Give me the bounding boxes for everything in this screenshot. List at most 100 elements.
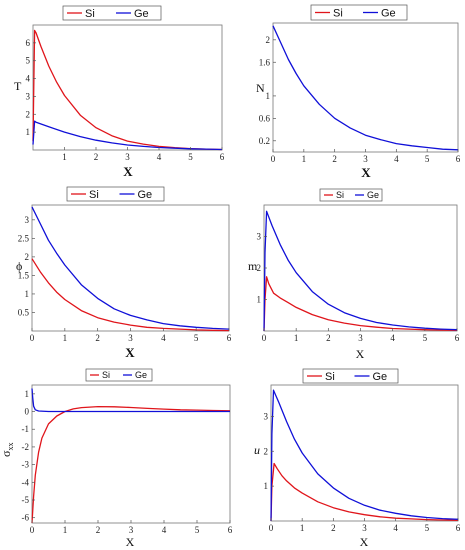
legend: Si Ge (319, 188, 383, 202)
legend-label-ge: Ge (367, 190, 379, 200)
series-line-ge (272, 25, 459, 151)
x-tick-label: 5 (423, 333, 428, 343)
y-axis-label: T (14, 79, 22, 93)
x-tick-label: 5 (425, 154, 430, 164)
plot-frame (272, 22, 459, 153)
y-tick-label: 2 (257, 263, 262, 273)
y-tick-label: 0.6 (259, 113, 271, 123)
y-tick-label: -6 (22, 513, 30, 523)
y-tick-label: 1 (25, 289, 30, 299)
y-tick-label: 1 (257, 295, 262, 305)
legend-label-si: Si (89, 189, 99, 201)
y-tick-label: 2 (266, 35, 271, 45)
panel-4: 0 1 2 3 4 5 6 1 2 3 Xm Si Ge (248, 188, 460, 361)
x-tick-label: 4 (162, 525, 167, 535)
y-tick-label: 1.5 (18, 270, 30, 280)
x-tick-label: 6 (220, 152, 225, 162)
x-tick-label: 3 (129, 525, 134, 535)
series-line-si (31, 405, 231, 524)
y-tick-label: 2.5 (18, 233, 30, 243)
legend: Si Ge (66, 186, 165, 202)
y-tick-label: -4 (22, 477, 30, 487)
x-axis-label: X (123, 164, 133, 179)
legend-label-si: Si (333, 8, 343, 20)
x-tick-label: 4 (393, 523, 398, 533)
y-tick-label: -2 (22, 442, 30, 452)
x-tick-label: 2 (95, 333, 100, 343)
y-tick-label: 1 (266, 91, 271, 101)
legend-box (66, 186, 165, 202)
series-line-si (31, 258, 230, 332)
legend-label-ge: Ge (373, 371, 388, 383)
x-tick-label: 5 (195, 525, 200, 535)
x-tick-label: 0 (271, 154, 276, 164)
plot-frame (270, 384, 459, 522)
legend-label-si: Si (325, 371, 335, 383)
x-axis-label: X (360, 535, 369, 549)
x-tick-label: 3 (358, 333, 363, 343)
legend: Si Ge (62, 5, 162, 21)
legend-label-ge: Ge (135, 370, 147, 380)
y-tick-label: 3 (25, 215, 30, 225)
y-tick-label: 4 (26, 74, 31, 84)
series-line-si (263, 276, 458, 332)
legend: Si Ge (310, 4, 408, 21)
y-tick-label: 0.5 (18, 307, 30, 317)
x-tick-label: 4 (394, 154, 399, 164)
x-tick-label: 6 (456, 154, 461, 164)
legend-box (319, 188, 383, 202)
panel-2: 0 1 2 3 4 5 6 0.2 0.6 1 1.6 2 X N Si Ge (256, 4, 461, 180)
x-tick-label: 5 (194, 333, 199, 343)
legend-box (62, 5, 162, 21)
series-line-ge (32, 120, 223, 151)
series-line-ge (270, 389, 459, 522)
x-tick-label: 4 (390, 333, 395, 343)
legend-label-si: Si (336, 190, 344, 200)
x-tick-label: 5 (425, 523, 430, 533)
x-tick-label: 2 (331, 523, 336, 533)
y-tick-label: -3 (22, 460, 30, 470)
x-tick-label: 5 (188, 152, 193, 162)
y-tick-label: 1 (264, 481, 269, 491)
x-tick-label: 0 (269, 523, 274, 533)
x-tick-label: 6 (228, 525, 233, 535)
series-line-ge (263, 210, 458, 332)
panel-6: 0 1 2 3 4 5 6 1 2 3 Xu Si Ge (254, 368, 461, 549)
y-tick-label: 0.2 (259, 136, 270, 146)
y-tick-label: 2 (264, 446, 269, 456)
legend-label-si: Si (85, 8, 95, 20)
legend-box (310, 4, 408, 21)
y-tick-label: 2 (26, 109, 31, 119)
x-tick-label: 3 (128, 333, 133, 343)
plot-frame (31, 384, 231, 524)
panel-1: 1 2 3 4 5 6 1 2 3 4 5 6 X T Si Ge (14, 5, 225, 179)
x-axis-label: X (361, 165, 371, 180)
legend-label-ge: Ge (134, 8, 149, 20)
x-axis-label: X (126, 535, 135, 549)
legend: Si Ge (302, 368, 399, 384)
y-tick-label: 0 (25, 407, 30, 417)
y-tick-label: -5 (22, 495, 30, 505)
x-tick-label: 1 (294, 333, 299, 343)
y-tick-label: 3 (264, 411, 269, 421)
series-line-si (270, 462, 459, 522)
y-tick-label: 6 (26, 38, 31, 48)
x-tick-label: 2 (96, 525, 101, 535)
plot-frame (31, 204, 230, 332)
y-axis-label: N (256, 81, 265, 95)
x-tick-label: 6 (227, 333, 232, 343)
x-tick-label: 6 (456, 523, 461, 533)
y-tick-label: 1 (26, 127, 31, 137)
x-tick-label: 2 (326, 333, 331, 343)
legend-label-ge: Ge (138, 189, 153, 201)
y-tick-label: 5 (26, 56, 31, 66)
x-tick-label: 0 (30, 333, 35, 343)
y-tick-label: 1.6 (259, 57, 271, 67)
y-axis-label: u (254, 443, 260, 457)
y-axis-label: ϕ (16, 259, 22, 273)
legend: Si Ge (85, 368, 153, 382)
y-tick-label: 3 (257, 232, 262, 242)
x-tick-label: 4 (161, 333, 166, 343)
